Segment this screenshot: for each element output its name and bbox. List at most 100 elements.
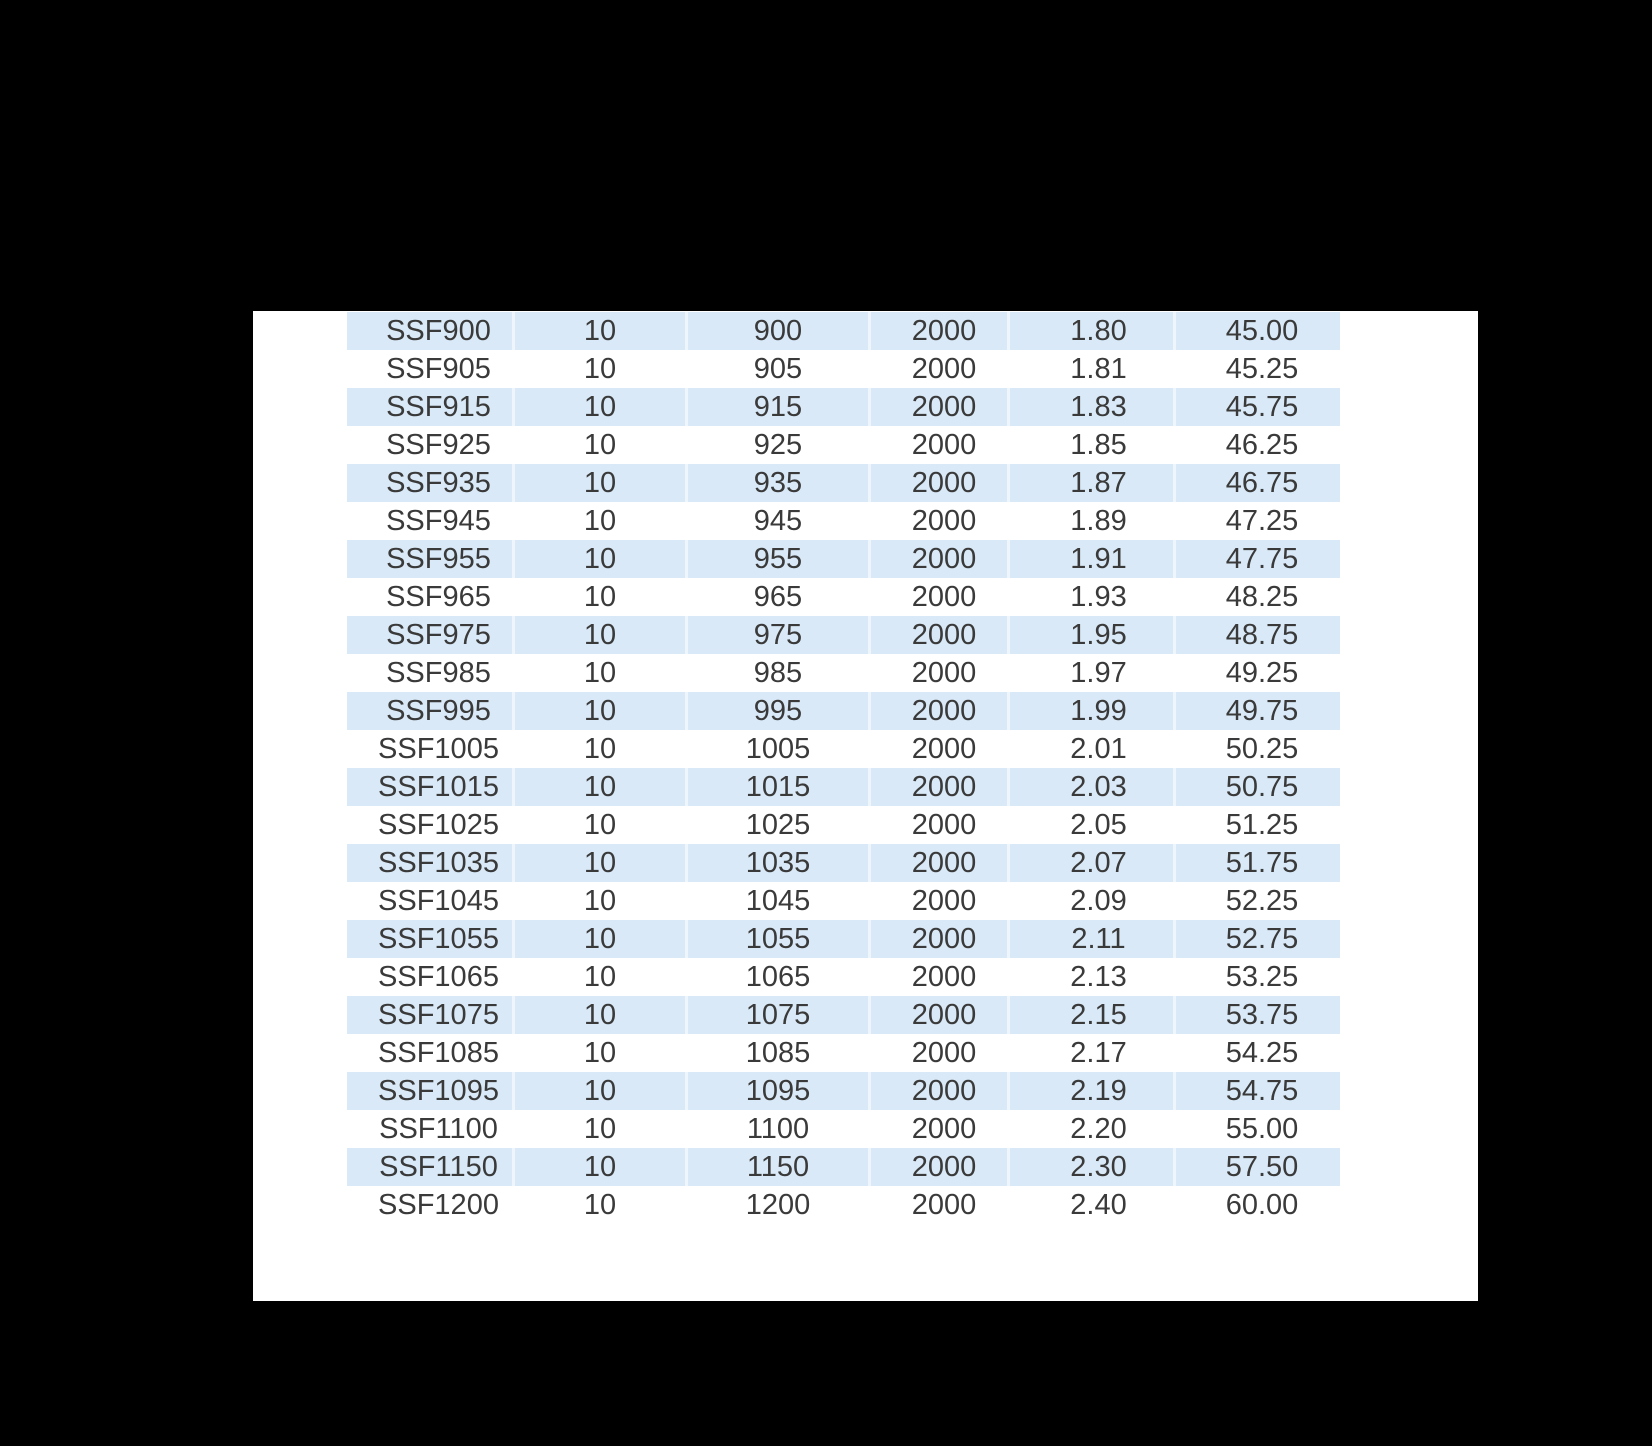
table-cell: 45.00: [1173, 312, 1340, 350]
table-cell: 54.25: [1225, 1036, 1299, 1069]
table-row: SSF1065 10 1065 2000 2.13 53.25: [347, 958, 1340, 996]
table-cell: 2000: [868, 920, 1007, 958]
table-cell: 51.75: [1173, 844, 1340, 882]
table-cell: 1015: [685, 768, 868, 806]
table-row: SSF1095 10 1095 2000 2.19 54.75: [347, 1072, 1340, 1110]
table-cell: 2000: [868, 996, 1007, 1034]
table-cell: 1075: [685, 996, 868, 1034]
table-row: SSF1075 10 1075 2000 2.15 53.75: [347, 996, 1340, 1034]
table-cell: SSF915: [386, 390, 491, 423]
table-row: SSF945 10 945 2000 1.89 47.25: [347, 502, 1340, 540]
table-cell: 2000: [911, 504, 977, 537]
table-row: SSF905 10 905 2000 1.81 45.25: [347, 350, 1340, 388]
table-cell: 2.07: [1007, 844, 1173, 882]
table-cell: 915: [685, 388, 868, 426]
table-cell: 1.83: [1007, 388, 1173, 426]
table-cell: 47.25: [1225, 504, 1299, 537]
table-cell: 49.75: [1173, 692, 1340, 730]
table-cell: 55.00: [1225, 1112, 1299, 1145]
table-cell: SSF900: [386, 314, 491, 347]
table-row: SSF985 10 985 2000 1.97 49.25: [347, 654, 1340, 692]
table-cell: 2000: [911, 960, 977, 993]
table-row: SSF935 10 935 2000 1.87 46.75: [347, 464, 1340, 502]
table-cell: 10: [583, 428, 617, 461]
table-cell: 2000: [868, 1148, 1007, 1186]
table-cell: 10: [583, 1188, 617, 1221]
table-cell: 975: [685, 616, 868, 654]
table-cell: 1025: [745, 808, 811, 841]
document-page: SSF900 10 900 2000 1.80 45.00 SSF905 10 905 2000 1…: [253, 311, 1478, 1301]
product-table: SSF900 10 900 2000 1.80 45.00 SSF905 10 905 2000 1…: [347, 312, 1340, 1224]
table-cell: 1.85: [1070, 428, 1127, 461]
table-row: SSF975 10 975 2000 1.95 48.75: [347, 616, 1340, 654]
table-cell: SSF995: [386, 694, 491, 727]
table-cell: SSF945: [386, 504, 491, 537]
table-cell: SSF1015: [378, 770, 499, 803]
table-cell: SSF1065: [378, 960, 499, 993]
table-cell: 10: [512, 1072, 685, 1110]
table-cell: 945: [753, 504, 803, 537]
table-cell: 2000: [911, 352, 977, 385]
table-cell: 53.25: [1225, 960, 1299, 993]
table-cell: 1100: [746, 1112, 810, 1145]
table-cell: 1.97: [1070, 656, 1127, 689]
table-cell: 50.25: [1225, 732, 1299, 765]
table-row: SSF1055 10 1055 2000 2.11 52.75: [347, 920, 1340, 958]
table-cell: SSF1150: [379, 1150, 498, 1183]
table-cell: 1.87: [1007, 464, 1173, 502]
table-cell: 2000: [911, 1112, 977, 1145]
table-cell: 2.03: [1007, 768, 1173, 806]
table-row: SSF1005 10 1005 2000 2.01 50.25: [347, 730, 1340, 768]
table-cell: 10: [583, 352, 617, 385]
table-cell: 10: [583, 884, 617, 917]
table-cell: 2000: [868, 388, 1007, 426]
table-cell: 53.75: [1173, 996, 1340, 1034]
table-cell: 10: [512, 388, 685, 426]
table-cell: 1.95: [1007, 616, 1173, 654]
table-cell: 2.01: [1070, 732, 1127, 765]
table-cell: 45.25: [1225, 352, 1299, 385]
table-row: SSF955 10 955 2000 1.91 47.75: [347, 540, 1340, 578]
table-row: SSF1035 10 1035 2000 2.07 51.75: [347, 844, 1340, 882]
table-cell: 2000: [911, 1036, 977, 1069]
table-cell: 2000: [868, 540, 1007, 578]
table-cell: 10: [583, 732, 617, 765]
table-cell: 10: [512, 464, 685, 502]
table-cell: 2.09: [1070, 884, 1127, 917]
table-cell: 1.89: [1070, 504, 1127, 537]
table-cell: 2000: [868, 464, 1007, 502]
table-row: SSF1015 10 1015 2000 2.03 50.75: [347, 768, 1340, 806]
table-cell: 2000: [868, 768, 1007, 806]
table-cell: 1200: [745, 1188, 811, 1221]
table-cell: 1.93: [1070, 580, 1127, 613]
table-cell: 2000: [868, 692, 1007, 730]
table-cell: SSF1100: [379, 1112, 498, 1145]
table-cell: 10: [583, 1036, 617, 1069]
table-cell: 2.13: [1070, 960, 1127, 993]
table-cell: 1085: [745, 1036, 811, 1069]
table-cell: 2.20: [1070, 1112, 1127, 1145]
table-cell: 2000: [911, 1188, 977, 1221]
table-cell: 2000: [868, 312, 1007, 350]
table-cell: 965: [753, 580, 803, 613]
table-cell: SSF905: [386, 352, 491, 385]
table-cell: 10: [583, 504, 617, 537]
table-cell: SSF1055: [378, 922, 499, 955]
table-cell: 2000: [911, 808, 977, 841]
table-cell: 2.40: [1070, 1188, 1127, 1221]
table-cell: 10: [512, 996, 685, 1034]
table-cell: 51.25: [1225, 808, 1299, 841]
table-cell: 2.17: [1070, 1036, 1127, 1069]
table-cell: 935: [685, 464, 868, 502]
table-cell: 900: [685, 312, 868, 350]
table-row: SSF1085 10 1085 2000 2.17 54.25: [347, 1034, 1340, 1072]
table-cell: 2000: [911, 580, 977, 613]
table-cell: 1.80: [1007, 312, 1173, 350]
table-cell: 1.91: [1007, 540, 1173, 578]
table-row: SSF1100 10 1100 2000 2.20 55.00: [347, 1110, 1340, 1148]
table-cell: 1065: [745, 960, 811, 993]
table-cell: 2.19: [1007, 1072, 1173, 1110]
table-row: SSF915 10 915 2000 1.83 45.75: [347, 388, 1340, 426]
table-cell: 2.30: [1007, 1148, 1173, 1186]
table-row: SSF965 10 965 2000 1.93 48.25: [347, 578, 1340, 616]
